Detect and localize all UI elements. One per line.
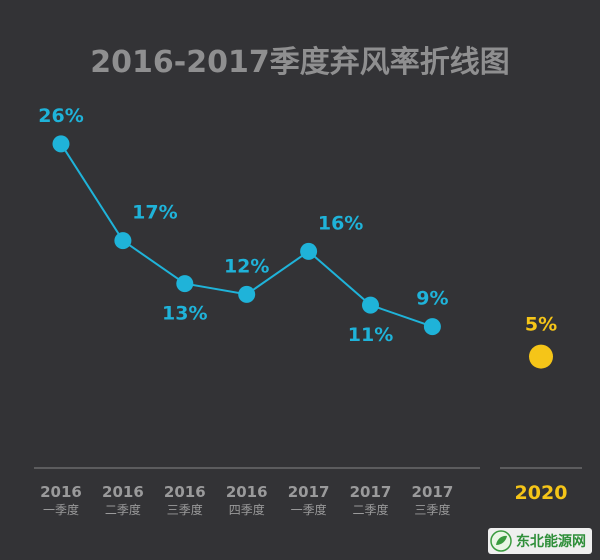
data-point xyxy=(300,242,318,260)
data-point xyxy=(238,285,256,303)
x-tick-year: 2016 xyxy=(40,483,82,501)
x-tick-quarter: 四季度 xyxy=(229,502,265,517)
highlight-label: 5% xyxy=(525,314,557,336)
x-tick-year: 2016 xyxy=(226,483,268,501)
watermark: 东北能源网 xyxy=(488,528,592,554)
watermark-text: 东北能源网 xyxy=(516,534,586,550)
x-tick-year: 2017 xyxy=(350,483,392,501)
x-tick-year: 2017 xyxy=(412,483,454,501)
data-point xyxy=(114,232,132,250)
chart-title: 2016-2017季度弃风率折线图 xyxy=(90,45,509,80)
data-label: 12% xyxy=(224,255,269,277)
data-point xyxy=(362,296,379,314)
highlight-x-tick: 2020 xyxy=(515,482,568,504)
x-tick-quarter: 二季度 xyxy=(105,502,141,517)
x-tick-quarter: 三季度 xyxy=(167,502,203,517)
highlight-point xyxy=(529,344,553,369)
chart-marks: 26%17%13%12%16%11%9%2016一季度2016二季度2016三季… xyxy=(38,105,567,517)
data-label: 9% xyxy=(416,288,448,310)
x-tick-year: 2017 xyxy=(288,483,330,501)
x-tick-year: 2016 xyxy=(102,483,144,501)
x-tick-quarter: 三季度 xyxy=(414,502,450,517)
x-tick-quarter: 一季度 xyxy=(43,502,79,517)
x-tick-quarter: 一季度 xyxy=(291,502,327,517)
leaf-logo-icon xyxy=(490,530,512,552)
data-point xyxy=(52,135,70,153)
data-label: 11% xyxy=(348,324,393,346)
data-label: 17% xyxy=(132,202,177,224)
x-tick-quarter: 二季度 xyxy=(352,502,388,517)
data-point xyxy=(423,318,441,336)
data-label: 16% xyxy=(318,212,363,234)
data-point xyxy=(176,275,194,293)
data-label: 26% xyxy=(38,105,83,127)
data-label: 13% xyxy=(162,303,207,325)
x-tick-year: 2016 xyxy=(164,483,206,501)
